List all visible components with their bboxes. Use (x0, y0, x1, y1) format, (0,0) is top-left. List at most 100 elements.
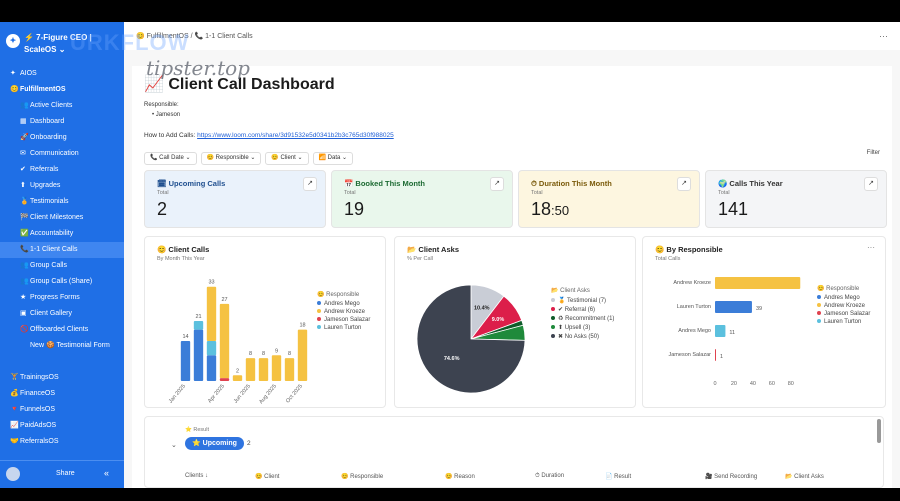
sidebar-item[interactable]: ⬆ Upgrades (0, 178, 124, 194)
nav-spacer (0, 354, 124, 370)
nav-item-icon: ✔ (20, 166, 26, 173)
panel-more-icon[interactable]: ··· (867, 243, 875, 252)
how-to-link[interactable]: https://www.loom.com/share/3d91532e5d034… (197, 132, 394, 139)
sidebar-item[interactable]: 🏅Testimonials (0, 194, 124, 210)
bar-segment[interactable] (297, 329, 308, 381)
bar-segment[interactable] (193, 329, 204, 381)
legend-label: Andrew Kroeze (324, 309, 366, 315)
bar-segment[interactable] (219, 378, 230, 381)
sidebar-item[interactable]: ★ Progress Forms (0, 290, 124, 306)
legend-item[interactable]: Lauren Turton (317, 325, 370, 331)
sidebar-item[interactable]: 🚀Onboarding (0, 130, 124, 146)
bar[interactable] (715, 277, 801, 289)
column-header[interactable]: 📄 Result (605, 474, 632, 480)
sidebar-item[interactable]: ✉ Communication (0, 146, 124, 162)
sidebar-item[interactable]: 😊FulfillmentOS (0, 82, 124, 98)
sidebar-item[interactable]: ✦ AIOS (0, 66, 124, 82)
legend-item[interactable]: Andres Mego (317, 301, 370, 307)
open-arrow-icon[interactable]: ↗ (864, 177, 878, 191)
chevron-down-icon[interactable]: ⌄ (171, 442, 177, 449)
bar-segment[interactable] (284, 358, 295, 381)
nav-item-icon: ★ (20, 294, 27, 301)
bar[interactable] (715, 349, 716, 361)
legend-item[interactable]: Andres Mego (817, 295, 870, 301)
x-tick-label: 40 (750, 381, 756, 387)
filter-chip[interactable]: 😊 Responsible ⌄ (200, 152, 262, 165)
sidebar-item[interactable]: 💰FinanceOS (0, 386, 124, 402)
more-options-icon[interactable]: ··· (879, 31, 888, 41)
bar[interactable] (715, 325, 726, 337)
legend-label: Andres Mego (324, 301, 360, 307)
breadcrumb[interactable]: 😊 FulfillmentOS / 📞 1-1 Client Calls (136, 33, 253, 40)
legend-item[interactable]: ♻ Recommitment (1) (551, 315, 614, 322)
legend-dot (817, 311, 821, 316)
sidebar-item[interactable]: 👥Group Calls (0, 258, 124, 274)
sidebar-item[interactable]: ▦ Dashboard (0, 114, 124, 130)
sidebar-item[interactable]: 🔻FunnelsOS (0, 402, 124, 418)
x-tick-label: 20 (731, 381, 737, 387)
filter-chip[interactable]: 📞 Call Date ⌄ (144, 152, 197, 165)
filter-button[interactable]: Filter (866, 150, 880, 156)
bar-total-label: 14 (182, 334, 188, 340)
column-header[interactable]: Clients ↓ (185, 473, 209, 479)
stat-card-subtitle: Total (344, 190, 356, 196)
bar-segment[interactable] (193, 321, 204, 330)
sidebar-item[interactable]: 👥Active Clients (0, 98, 124, 114)
bar[interactable] (715, 301, 752, 313)
bar-segment[interactable] (258, 358, 269, 381)
sidebar-item[interactable]: ✅Accountability (0, 226, 124, 242)
sidebar-item[interactable]: 🚫Offboarded Clients (0, 322, 124, 338)
client-asks-legend: 📂 Client Asks 🏅 Testimonial (7) ✔ Referra… (551, 287, 614, 342)
bar-segment[interactable] (271, 355, 282, 381)
scrollbar[interactable] (877, 419, 881, 443)
sidebar-item[interactable]: 👥Group Calls (Share) (0, 274, 124, 290)
legend-item[interactable]: 🏅 Testimonial (7) (551, 297, 614, 304)
column-header[interactable]: 😊 Reason (445, 474, 475, 480)
share-button[interactable]: Share (56, 470, 75, 477)
column-header[interactable]: 😊 Responsible (341, 474, 384, 480)
avatar[interactable] (6, 467, 20, 481)
open-arrow-icon[interactable]: ↗ (490, 177, 504, 191)
column-header[interactable]: 🎥 Send Recording (705, 474, 758, 480)
collapse-sidebar-icon[interactable]: « (104, 468, 110, 478)
legend-icon: ⬆ (558, 325, 564, 331)
bar-segment[interactable] (206, 286, 217, 341)
legend-item[interactable]: Lauren Turton (817, 319, 870, 325)
sidebar-item[interactable]: 🤝ReferralsOS (0, 434, 124, 450)
workspace-switcher[interactable]: ✦ ⚡ 7-Figure CEO | ScaleOS ⌄ (6, 32, 118, 60)
column-header[interactable]: ⏱ Duration (535, 473, 565, 479)
open-arrow-icon[interactable]: ↗ (303, 177, 317, 191)
stat-value-main: 141 (718, 199, 749, 219)
legend-item[interactable]: ✖ No Asks (50) (551, 333, 614, 340)
bar-segment[interactable] (232, 375, 243, 381)
sidebar-item[interactable]: 📞1-1 Client Calls (0, 242, 124, 258)
legend-item[interactable]: ✔ Referral (6) (551, 306, 614, 313)
legend-item[interactable]: Jameson Salazar (317, 317, 370, 323)
column-header[interactable]: 📂 Client Asks (785, 474, 824, 480)
sidebar-item[interactable]: 📈PaidAdsOS (0, 418, 124, 434)
filter-bar: 📞 Call Date ⌄ 😊 Responsible ⌄ 😊 Client ⌄ 📶 … (144, 146, 357, 165)
sidebar-item[interactable]: New 🍪 Testimonial Form (0, 338, 124, 354)
legend-icon: 🏅 (558, 298, 566, 304)
sidebar-item[interactable]: ✔ Referrals (0, 162, 124, 178)
legend-item[interactable]: Andrew Kroeze (817, 303, 870, 309)
column-header[interactable]: 😊 Client (255, 474, 280, 480)
filter-chip[interactable]: 😊 Client ⌄ (265, 152, 309, 165)
open-arrow-icon[interactable]: ↗ (677, 177, 691, 191)
legend-dot (551, 307, 555, 312)
bar-segment[interactable] (219, 303, 230, 379)
bar-segment[interactable] (245, 358, 256, 381)
pie-slice[interactable] (416, 284, 526, 394)
sidebar-item[interactable]: 🏋TrainingsOS (0, 370, 124, 386)
bar-segment[interactable] (206, 355, 217, 381)
sidebar-item[interactable]: ▣ Client Gallery (0, 306, 124, 322)
legend-item[interactable]: Jameson Salazar (817, 311, 870, 317)
sidebar-item[interactable]: 🏁Client Milestones (0, 210, 124, 226)
legend-dot (317, 309, 321, 314)
filter-chip[interactable]: 📶 Data ⌄ (312, 152, 354, 165)
bar-segment[interactable] (206, 341, 217, 356)
legend-item[interactable]: Andrew Kroeze (317, 309, 370, 315)
legend-item[interactable]: ⬆ Upsell (3) (551, 324, 614, 331)
group-upcoming-pill[interactable]: ⭐ Upcoming (185, 437, 244, 450)
bar-segment[interactable] (180, 341, 191, 381)
